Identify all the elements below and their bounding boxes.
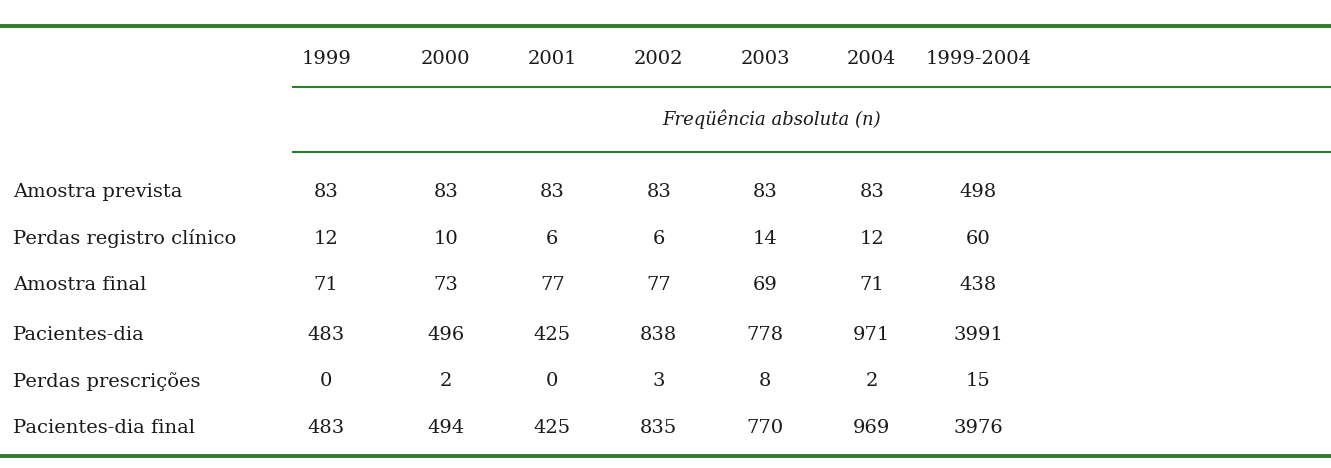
Text: Perdas registro clínico: Perdas registro clínico bbox=[13, 229, 237, 248]
Text: 1999-2004: 1999-2004 bbox=[925, 50, 1032, 67]
Text: 3: 3 bbox=[652, 373, 666, 390]
Text: 83: 83 bbox=[540, 183, 564, 201]
Text: 2004: 2004 bbox=[847, 50, 897, 67]
Text: 425: 425 bbox=[534, 419, 571, 437]
Text: 494: 494 bbox=[427, 419, 465, 437]
Text: 2: 2 bbox=[439, 373, 453, 390]
Text: 15: 15 bbox=[966, 373, 990, 390]
Text: 2001: 2001 bbox=[527, 50, 578, 67]
Text: 12: 12 bbox=[314, 230, 338, 248]
Text: 69: 69 bbox=[753, 277, 777, 294]
Text: 71: 71 bbox=[314, 277, 338, 294]
Text: 971: 971 bbox=[853, 326, 890, 344]
Text: 2003: 2003 bbox=[740, 50, 791, 67]
Text: Amostra final: Amostra final bbox=[13, 277, 146, 294]
Text: 6: 6 bbox=[546, 230, 559, 248]
Text: 969: 969 bbox=[853, 419, 890, 437]
Text: 835: 835 bbox=[640, 419, 677, 437]
Text: 14: 14 bbox=[753, 230, 777, 248]
Text: 0: 0 bbox=[546, 373, 559, 390]
Text: 425: 425 bbox=[534, 326, 571, 344]
Text: 770: 770 bbox=[747, 419, 784, 437]
Text: 498: 498 bbox=[960, 183, 997, 201]
Text: 83: 83 bbox=[434, 183, 458, 201]
Text: Amostra prevista: Amostra prevista bbox=[13, 183, 182, 201]
Text: Perdas prescrições: Perdas prescrições bbox=[13, 372, 201, 391]
Text: 10: 10 bbox=[434, 230, 458, 248]
Text: 2000: 2000 bbox=[421, 50, 471, 67]
Text: 483: 483 bbox=[307, 419, 345, 437]
Text: 83: 83 bbox=[753, 183, 777, 201]
Text: 60: 60 bbox=[966, 230, 990, 248]
Text: 6: 6 bbox=[652, 230, 666, 248]
Text: 77: 77 bbox=[540, 277, 564, 294]
Text: 838: 838 bbox=[640, 326, 677, 344]
Text: 8: 8 bbox=[759, 373, 772, 390]
Text: 2: 2 bbox=[865, 373, 878, 390]
Text: Freqüência absoluta (n): Freqüência absoluta (n) bbox=[663, 110, 881, 129]
Text: 73: 73 bbox=[434, 277, 458, 294]
Text: 3976: 3976 bbox=[953, 419, 1004, 437]
Text: Pacientes-dia final: Pacientes-dia final bbox=[13, 419, 196, 437]
Text: 0: 0 bbox=[319, 373, 333, 390]
Text: 496: 496 bbox=[427, 326, 465, 344]
Text: Pacientes-dia: Pacientes-dia bbox=[13, 326, 145, 344]
Text: 483: 483 bbox=[307, 326, 345, 344]
Text: 2002: 2002 bbox=[634, 50, 684, 67]
Text: 778: 778 bbox=[747, 326, 784, 344]
Text: 3991: 3991 bbox=[953, 326, 1004, 344]
Text: 83: 83 bbox=[860, 183, 884, 201]
Text: 438: 438 bbox=[960, 277, 997, 294]
Text: 12: 12 bbox=[860, 230, 884, 248]
Text: 83: 83 bbox=[647, 183, 671, 201]
Text: 83: 83 bbox=[314, 183, 338, 201]
Text: 77: 77 bbox=[647, 277, 671, 294]
Text: 71: 71 bbox=[860, 277, 884, 294]
Text: 1999: 1999 bbox=[301, 50, 351, 67]
